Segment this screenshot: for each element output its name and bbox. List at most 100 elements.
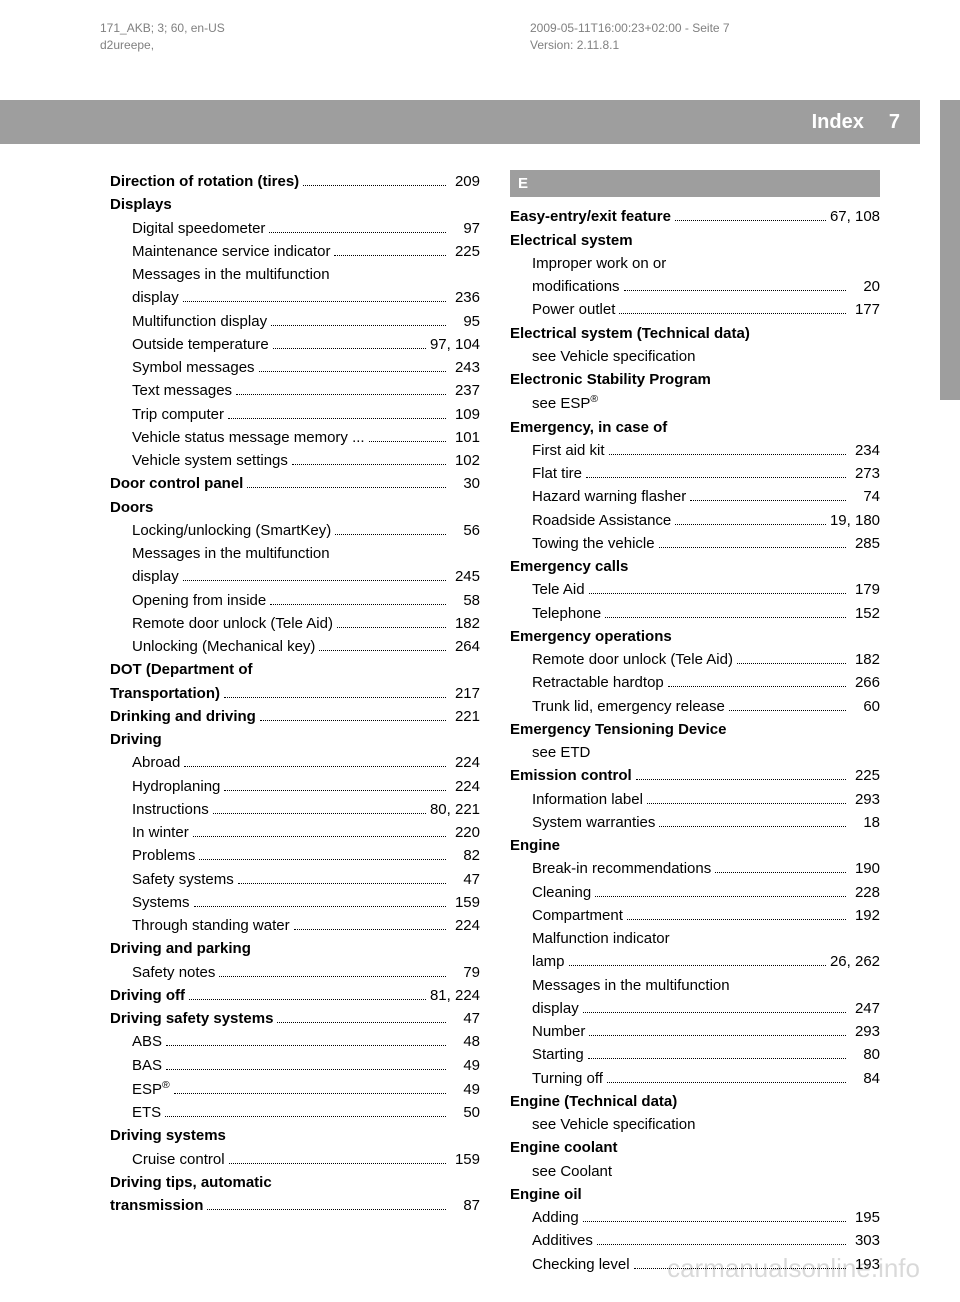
- entry-dots: [609, 454, 846, 455]
- entry-page: 303: [850, 1229, 880, 1252]
- index-entry: Maintenance service indicator 225: [110, 240, 480, 263]
- entry-label: Additives: [532, 1229, 593, 1252]
- index-entry: transmission 87: [110, 1194, 480, 1217]
- entry-dots: [277, 1022, 446, 1023]
- entry-label: Maintenance service indicator: [132, 240, 330, 263]
- entry-label: Instructions: [132, 798, 209, 821]
- entry-page: 195: [850, 1206, 880, 1229]
- entry-label: Driving safety systems: [110, 1007, 273, 1030]
- entry-label: Tele Aid: [532, 578, 585, 601]
- entry-label: BAS: [132, 1054, 162, 1077]
- entry-dots: [334, 255, 446, 256]
- index-entry: Emergency operations: [510, 625, 880, 648]
- entry-dots: [224, 790, 446, 791]
- entry-dots: [260, 720, 446, 721]
- index-entry: Digital speedometer97: [110, 217, 480, 240]
- entry-page: 97, 104: [430, 333, 480, 356]
- right-column: E Easy-entry/exit feature67, 108Electric…: [510, 170, 880, 1276]
- entry-dots: [588, 1058, 846, 1059]
- index-entry: Remote door unlock (Tele Aid) 182: [110, 612, 480, 635]
- entry-label: Trip computer: [132, 403, 224, 426]
- entry-label: Messages in the multifunction: [132, 542, 330, 565]
- index-entry: Displays: [110, 193, 480, 216]
- entry-label: Turning off: [532, 1067, 603, 1090]
- entry-label: Emergency Tensioning Device: [510, 718, 726, 741]
- entry-dots: [229, 1163, 446, 1164]
- entry-dots: [174, 1093, 446, 1094]
- index-entry: Power outlet177: [510, 298, 880, 321]
- entry-page: 95: [450, 310, 480, 333]
- entry-page: 245: [450, 565, 480, 588]
- entry-dots: [238, 883, 446, 884]
- entry-page: 152: [850, 602, 880, 625]
- entry-label: Text messages: [132, 379, 232, 402]
- index-entry: Tele Aid179: [510, 578, 880, 601]
- entry-label: Problems: [132, 844, 195, 867]
- entry-label: Through standing water: [132, 914, 290, 937]
- entry-label: Direction of rotation (tires): [110, 170, 299, 193]
- index-entry: Messages in the multifunction: [110, 542, 480, 565]
- entry-label: see ETD: [532, 741, 590, 764]
- index-entry: Multifunction display95: [110, 310, 480, 333]
- index-entry: modifications20: [510, 275, 880, 298]
- entry-label: Retractable hardtop: [532, 671, 664, 694]
- entry-page: 74: [850, 485, 880, 508]
- entry-dots: [319, 650, 446, 651]
- index-entry: Trunk lid, emergency release60: [510, 695, 880, 718]
- entry-label: Unlocking (Mechanical key): [132, 635, 315, 658]
- entry-dots: [583, 1221, 846, 1222]
- entry-page: 102: [450, 449, 480, 472]
- entry-page: 182: [850, 648, 880, 671]
- entry-page: 79: [450, 961, 480, 984]
- entry-dots: [675, 220, 826, 221]
- index-entry: Unlocking (Mechanical key)264: [110, 635, 480, 658]
- entry-page: 84: [850, 1067, 880, 1090]
- entry-dots: [193, 836, 446, 837]
- entry-dots: [595, 896, 846, 897]
- entry-page: 293: [850, 1020, 880, 1043]
- entry-page: 182: [450, 612, 480, 635]
- entry-dots: [624, 290, 846, 291]
- entry-label: ETS: [132, 1101, 161, 1124]
- entry-dots: [659, 547, 846, 548]
- entry-label: Vehicle status message memory ...: [132, 426, 365, 449]
- index-entry: Transportation)217: [110, 682, 480, 705]
- side-tab: [940, 100, 960, 400]
- entry-label: ABS: [132, 1030, 162, 1053]
- entry-label: Information label: [532, 788, 643, 811]
- entry-label: Remote door unlock (Tele Aid): [132, 612, 333, 635]
- entry-label: Transportation): [110, 682, 220, 705]
- entry-dots: [583, 1012, 846, 1013]
- index-entry: Vehicle status message memory ...101: [110, 426, 480, 449]
- entry-dots: [247, 487, 446, 488]
- entry-page: 224: [450, 751, 480, 774]
- entry-page: 225: [450, 240, 480, 263]
- entry-label: Digital speedometer: [132, 217, 265, 240]
- entry-dots: [737, 663, 846, 664]
- entry-dots: [675, 524, 826, 525]
- entry-page: 26, 262: [830, 950, 880, 973]
- index-entry: see Coolant: [510, 1160, 880, 1183]
- entry-page: 87: [450, 1194, 480, 1217]
- entry-dots: [166, 1069, 446, 1070]
- entry-label: Driving tips, automatic: [110, 1171, 272, 1194]
- entry-dots: [259, 371, 446, 372]
- entry-label: see ESP®: [532, 391, 598, 415]
- entry-page: 19, 180: [830, 509, 880, 532]
- entry-label: Checking level: [532, 1253, 630, 1276]
- entry-dots: [189, 999, 426, 1000]
- entry-label: Improper work on or: [532, 252, 666, 275]
- index-entry: Malfunction indicator: [510, 927, 880, 950]
- entry-dots: [335, 534, 446, 535]
- entry-page: 247: [850, 997, 880, 1020]
- entry-label: Electrical system (Technical data): [510, 322, 750, 345]
- entry-label: Doors: [110, 496, 153, 519]
- entry-label: Engine (Technical data): [510, 1090, 677, 1113]
- entry-label: Compartment: [532, 904, 623, 927]
- entry-dots: [715, 872, 846, 873]
- index-entry: Cleaning228: [510, 881, 880, 904]
- index-entry: see ETD: [510, 741, 880, 764]
- entry-label: Roadside Assistance: [532, 509, 671, 532]
- entry-label: transmission: [110, 1194, 203, 1217]
- entry-dots: [668, 686, 846, 687]
